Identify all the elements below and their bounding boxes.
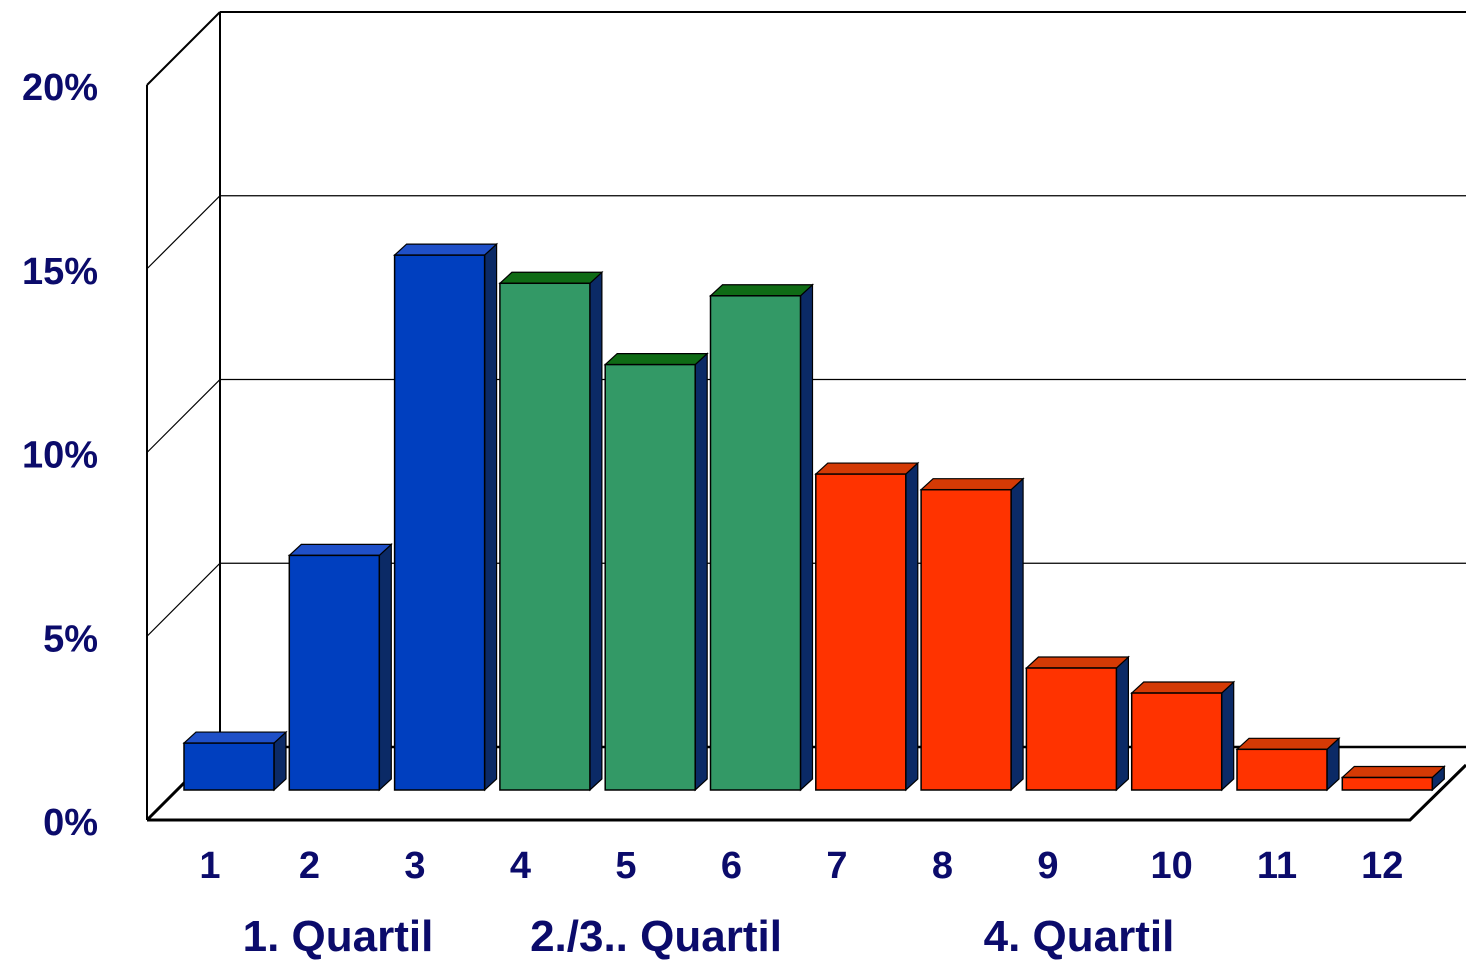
y-tick-label: 0% — [43, 802, 98, 844]
bar-front — [288, 554, 381, 791]
gridline — [146, 195, 1466, 270]
x-tick-label: 12 — [1361, 845, 1403, 887]
bar — [182, 730, 288, 792]
group-labels: 1. Quartil 2./3.. Quartil 4. Quartil — [243, 912, 1175, 961]
bar-top — [919, 478, 1025, 491]
bar-top — [1235, 737, 1341, 750]
bar-side — [1221, 680, 1235, 792]
bar-side — [589, 270, 603, 792]
x-tick-label: 7 — [826, 845, 847, 887]
bar-top — [393, 243, 499, 256]
bar — [1340, 765, 1446, 792]
bar-top — [814, 462, 920, 475]
x-tick-label: 2 — [299, 845, 320, 887]
y-tick-label: 10% — [22, 435, 98, 477]
bars — [182, 242, 1446, 792]
bar-side — [1115, 655, 1130, 792]
x-axis-ticks: 1 2 3 4 5 6 7 8 9 10 11 12 — [199, 845, 1403, 887]
x-tick-label: 10 — [1151, 845, 1193, 887]
bar-side — [694, 352, 708, 792]
group-label: 4. Quartil — [984, 912, 1175, 961]
bar-top — [498, 271, 604, 284]
gridline — [146, 378, 1466, 453]
bar — [287, 543, 393, 792]
bar — [1235, 736, 1341, 792]
bar-side — [484, 242, 498, 792]
bar-front — [499, 282, 591, 791]
bar-front — [183, 742, 275, 791]
bar-top — [1130, 681, 1236, 694]
bar-front — [709, 295, 802, 791]
bar — [919, 477, 1025, 792]
group-label: 1. Quartil — [243, 912, 434, 961]
gridline — [146, 562, 1466, 637]
bar-front — [604, 363, 696, 791]
bar-top — [603, 352, 709, 366]
bar — [1130, 680, 1236, 792]
bar-top — [182, 731, 288, 744]
bar-front — [920, 488, 1012, 791]
y-axis-ticks: 0% 5% 10% 15% 20% — [22, 67, 98, 844]
bar-front — [393, 254, 486, 791]
x-tick-label: 11 — [1257, 845, 1297, 887]
bar-side — [378, 543, 392, 792]
bar-front — [1236, 748, 1328, 791]
bar-front — [815, 473, 907, 791]
x-tick-label: 5 — [615, 845, 636, 887]
bar — [1024, 655, 1130, 792]
bar-top — [287, 543, 393, 557]
bar-front — [1130, 692, 1223, 791]
group-label: 2./3.. Quartil — [530, 912, 782, 961]
y-tick-label: 20% — [22, 67, 98, 109]
x-tick-label: 4 — [510, 845, 531, 887]
bar-side — [1010, 477, 1024, 792]
bar — [393, 242, 499, 792]
x-tick-label: 1 — [199, 845, 220, 887]
bar-top — [1340, 765, 1446, 779]
y-tick-label: 5% — [43, 618, 98, 660]
bar-top — [1024, 656, 1130, 669]
bar — [498, 270, 604, 792]
y-tick-label: 15% — [22, 251, 98, 293]
x-tick-label: 9 — [1037, 845, 1058, 887]
bar-top — [708, 284, 815, 297]
x-tick-label: 8 — [932, 845, 953, 887]
bar-side — [905, 461, 919, 792]
x-tick-label: 6 — [721, 845, 742, 887]
bar — [708, 283, 815, 792]
bar-side — [799, 283, 814, 792]
bar — [603, 352, 709, 792]
x-tick-label: 3 — [404, 845, 425, 887]
bar-front — [1341, 776, 1434, 791]
bar — [814, 461, 920, 792]
bar-front — [1025, 667, 1118, 791]
